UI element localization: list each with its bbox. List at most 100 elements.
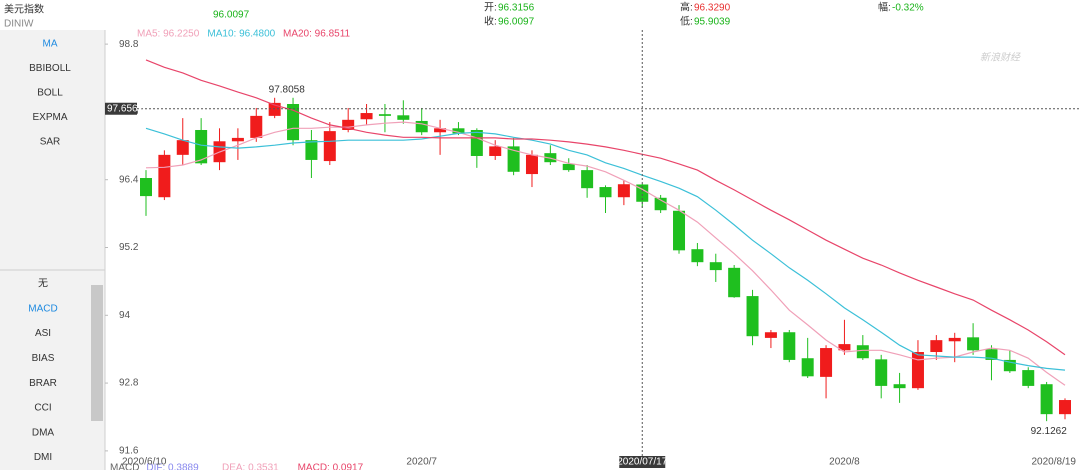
x-tick-label: 2020/8/19 <box>1032 457 1077 468</box>
y-tick-label: 98.8 <box>119 39 139 50</box>
candle-body <box>673 210 686 251</box>
candle-body <box>195 129 208 164</box>
candle-body <box>838 344 851 351</box>
legend-entry: MA5: 96.2250 <box>137 29 200 40</box>
candle-body <box>323 131 336 162</box>
menu-item[interactable]: CCI <box>34 403 51 414</box>
legend-entry: MA20: 96.8511 <box>283 29 351 40</box>
quote-value: 96.3290 <box>694 3 731 14</box>
side-panel <box>0 30 105 470</box>
quote-label: 开: <box>484 3 497 14</box>
candle-body <box>820 348 833 377</box>
candle-body <box>1040 384 1053 415</box>
candle-body <box>250 115 263 138</box>
quote-label: 低: <box>680 15 693 28</box>
menu-item[interactable]: MACD <box>28 303 57 314</box>
candle-body <box>231 137 244 142</box>
y-tick-label: 91.6 <box>119 446 139 457</box>
legend-entry: MA10: 96.4800 <box>207 29 275 40</box>
candle-body <box>985 349 998 360</box>
menu-item[interactable]: ASI <box>35 328 51 339</box>
candle-body <box>176 140 189 155</box>
x-tick-label: 2020/6/10 <box>122 457 167 468</box>
candle-body <box>378 114 391 116</box>
crosshair-x-box <box>619 456 666 468</box>
quote-label: 幅: <box>878 1 891 14</box>
candle-body <box>967 337 980 351</box>
crosshair-y-label: 97.6562 <box>107 103 144 114</box>
candle-body <box>562 163 575 171</box>
menu-item[interactable]: SAR <box>40 137 61 148</box>
candle-body <box>1059 400 1071 415</box>
menu-item[interactable]: 无 <box>38 279 48 290</box>
candle-body <box>525 154 538 175</box>
candle-body <box>856 345 869 359</box>
menu-item[interactable]: BIAS <box>32 353 55 364</box>
x-tick-label: 2020/8 <box>829 457 860 468</box>
crosshair-x-label: 2020/07/17 <box>617 457 667 468</box>
candle-body <box>599 187 612 198</box>
candle-body <box>470 129 483 156</box>
candle-body <box>581 170 594 189</box>
quote-label: 收: <box>484 15 497 28</box>
candle-body <box>746 296 759 337</box>
candle-body <box>654 197 667 211</box>
menu-item[interactable]: DMI <box>34 452 52 463</box>
candle-body <box>764 332 777 338</box>
candle-body <box>158 154 171 198</box>
candle-body <box>801 358 814 377</box>
candle-body <box>911 352 924 389</box>
price: 96.0097 <box>213 10 250 21</box>
indicator-text: MACD <box>110 463 139 470</box>
candle-body <box>507 146 520 172</box>
candle-body <box>709 262 722 271</box>
candle-body <box>342 119 355 130</box>
candle-body <box>140 178 152 197</box>
candle-body <box>893 384 906 389</box>
indicator-text: MACD: 0.0917 <box>298 463 364 470</box>
menu-item[interactable]: EXPMA <box>32 112 67 123</box>
candle-body <box>415 120 428 133</box>
y-tick-label: 92.8 <box>119 378 139 389</box>
candle-body <box>1003 359 1016 372</box>
candle-body <box>305 140 318 160</box>
ma-line <box>145 59 1066 356</box>
max-label: 97.8058 <box>269 84 306 95</box>
menu-item[interactable]: MA <box>43 39 58 50</box>
candle-body <box>691 249 704 263</box>
indicator-text: DIF: 0.3889 <box>146 463 199 470</box>
watermark: 新浪财经 <box>980 52 1021 64</box>
ma-line <box>145 127 1066 371</box>
menu-item[interactable]: DMA <box>32 427 55 438</box>
menu-item[interactable]: BOLL <box>37 88 63 99</box>
instrument-code: DINIW <box>4 19 34 30</box>
y-tick-label: 95.2 <box>119 242 139 253</box>
candle-body <box>434 128 447 133</box>
quote-value: 95.9039 <box>694 17 731 28</box>
menu-item[interactable]: BRAR <box>29 378 57 389</box>
candle-body <box>948 337 961 342</box>
quote-label: 高: <box>680 1 693 14</box>
candle-body <box>1022 370 1035 386</box>
menu-item[interactable]: BBIBOLL <box>29 63 71 74</box>
candle-body <box>728 267 741 298</box>
x-tick-label: 2020/7 <box>406 457 437 468</box>
candle-body <box>489 146 502 156</box>
candle-body <box>875 359 888 386</box>
quote-value: 96.0097 <box>498 17 535 28</box>
candle-body <box>360 113 373 120</box>
y-tick-label: 94 <box>119 310 131 321</box>
quote-value: 96.3156 <box>498 3 535 14</box>
quote-value: -0.32% <box>892 3 924 14</box>
candle-body <box>287 104 300 141</box>
min-label: 92.1262 <box>1031 426 1068 437</box>
instrument-name: 美元指数 <box>4 3 44 16</box>
candle-body <box>397 115 410 120</box>
candle-body <box>636 184 649 202</box>
candle-body <box>452 128 465 134</box>
indicator-text: DEA: 0.3531 <box>222 463 279 470</box>
scrollbar[interactable] <box>91 285 103 421</box>
candle-body <box>783 332 796 360</box>
